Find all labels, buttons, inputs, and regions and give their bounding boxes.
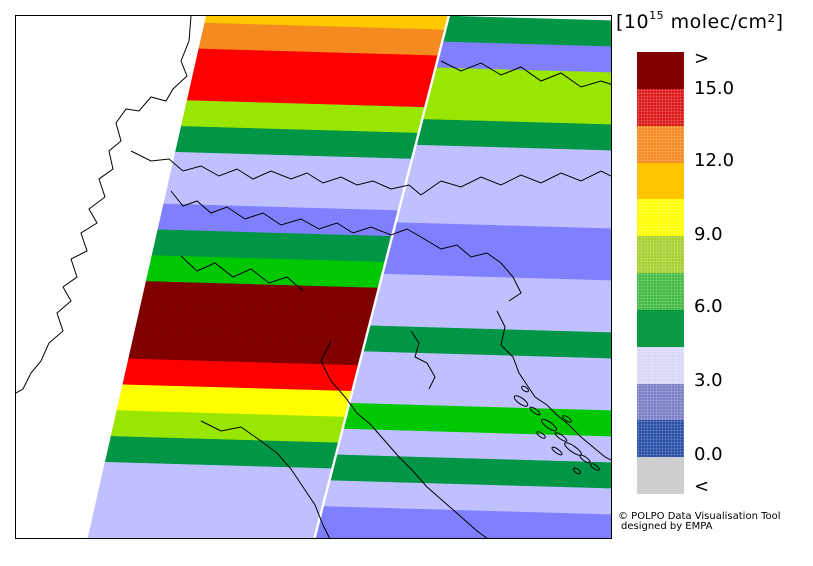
island-outline — [540, 418, 558, 432]
legend-swatch — [637, 52, 684, 90]
boundary-line — [420, 236, 522, 302]
boundary-line — [200, 420, 331, 538]
legend-swatch — [637, 125, 684, 163]
swath-pixel-row — [443, 16, 611, 48]
island-outline — [536, 431, 546, 439]
legend-title: [1015 molec/cm²] — [616, 9, 784, 33]
credit-line-1: © POLPO Data Visualisation Tool — [618, 511, 781, 522]
boundary-line — [410, 330, 436, 390]
adriatic-coastline — [496, 310, 611, 461]
map-view[interactable] — [15, 15, 612, 539]
swath-pixel-row — [350, 377, 611, 412]
legend-swatch — [637, 199, 684, 237]
legend-tick-label: 12.0 — [694, 150, 735, 171]
island-outline — [554, 432, 568, 442]
island-outline — [529, 406, 541, 416]
boundary-line — [180, 255, 304, 292]
credit-text: © POLPO Data Visualisation Tool designed… — [618, 512, 781, 532]
legend-swatch — [637, 162, 684, 200]
legend-swatch — [637, 236, 684, 274]
swath-pixel-row — [343, 402, 611, 438]
legend-tick-label: 3.0 — [694, 370, 723, 391]
satellite-pixel-map — [16, 16, 611, 538]
legend-swatch — [637, 383, 684, 421]
swath-pixel-row — [330, 454, 611, 490]
swath-pixel-row — [410, 144, 611, 178]
coastline-islands — [496, 310, 611, 475]
island-outline — [573, 467, 581, 475]
swath-pixel-row — [370, 299, 611, 334]
boundary-line — [440, 60, 611, 88]
legend-swatch — [637, 420, 684, 458]
island-outline — [521, 385, 529, 393]
swath-pixel-row — [396, 196, 611, 230]
legend-swatch — [637, 273, 684, 311]
island-outline — [513, 395, 529, 407]
boundary-line — [420, 170, 611, 196]
swath-pixel-row — [436, 41, 611, 74]
boundary-line — [130, 150, 422, 196]
island-outline — [579, 454, 591, 464]
color-scale-bar — [637, 52, 684, 495]
island-outline — [551, 446, 563, 456]
satellite-swath — [87, 16, 611, 538]
swath-pixel-row — [383, 248, 611, 282]
boundary-line — [16, 16, 192, 394]
legend-tick-label: 6.0 — [694, 296, 723, 317]
island-outline — [590, 463, 600, 471]
swath-pixel-row — [87, 512, 318, 538]
legend-tick-label: < — [694, 476, 710, 497]
swath-pixel-row — [430, 67, 611, 100]
swath-pixel-row — [416, 119, 611, 152]
country-boundaries — [16, 16, 611, 538]
boundary-line — [170, 190, 422, 238]
boundary-line — [320, 340, 488, 538]
swath-pixel-row — [390, 222, 611, 256]
legend-swatch — [637, 457, 684, 495]
swath-pixel-row — [363, 325, 611, 360]
swath-pixel-row — [323, 480, 611, 516]
swath-pixel-row — [376, 273, 611, 308]
swath-pixel-row — [357, 351, 611, 386]
swath-pixel-row — [423, 93, 611, 126]
legend-tick-label: 9.0 — [694, 224, 723, 245]
island-outline — [562, 415, 572, 423]
legend-swatch — [637, 309, 684, 348]
legend-tick-label: 15.0 — [694, 78, 735, 99]
swath-pixel-row — [403, 170, 611, 204]
swath-pixel-row — [317, 506, 611, 538]
legend-tick-label: > — [694, 48, 710, 69]
legend-swatch — [637, 88, 684, 127]
credit-line-2: designed by EMPA — [621, 521, 713, 532]
legend-tick-label: 0.0 — [694, 444, 723, 465]
legend-swatch — [637, 346, 684, 384]
